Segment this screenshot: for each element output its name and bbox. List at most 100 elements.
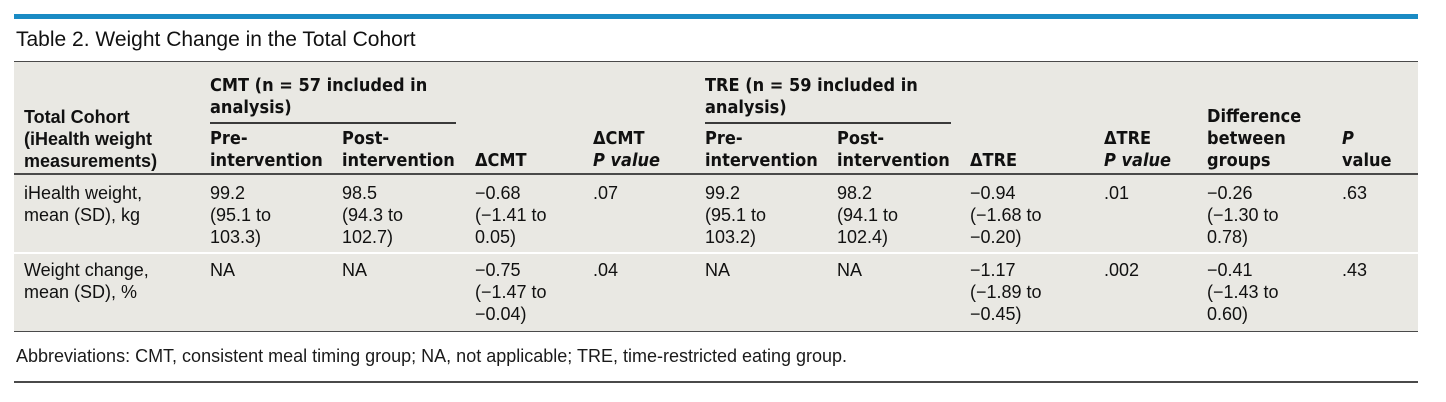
table-row-label: iHealth weight, mean (SD), kg [24,182,142,226]
cell-line: (94.3 to [342,205,404,225]
cell-line: (−1.41 to [475,205,547,225]
tre-pre-cell: 99.2 (95.1 to 103.2) [705,182,766,248]
cell-line: −0.94 [970,183,1016,203]
cell-line: NA [837,260,863,280]
header-line: P [1342,128,1354,149]
cell-line: NA [705,260,731,280]
cell-line: 103.3) [210,227,262,247]
p-value-cell: .43 [1342,260,1368,280]
delta-tre-p-header: ΔTRE P value [1104,128,1171,172]
header-line: value [1342,150,1392,171]
cell-line: 99.2 [210,183,246,203]
header-separator [14,173,1418,175]
cell-line: 98.5 [342,183,378,203]
cell-line: 98.2 [837,183,873,203]
tre-group-rule [705,122,951,124]
cell-line: (94.1 to [837,205,899,225]
tre-group-header-line: TRE (n = 59 included in [705,75,918,96]
tre-post-header: Post- intervention [837,128,950,172]
cell-line: mean (SD), kg [24,205,141,225]
cell-line: −0.26 [1207,183,1253,203]
header-line: groups [1207,150,1271,171]
cell-line: −0.41 [1207,260,1253,280]
row-header-line: Total Cohort [24,107,130,127]
delta-tre-cell: −1.17 (−1.89 to −0.45) [970,259,1042,325]
header-line: Post- [837,128,885,149]
cell-line: Weight change, [24,260,149,280]
cell-line: 102.4) [837,227,889,247]
cell-line: 0.60) [1207,304,1249,324]
cmt-group-rule [210,122,456,124]
delta-cmt-header: ΔCMT [475,150,527,171]
cell-line: 103.2) [705,227,757,247]
p-value-cell: .63 [1342,183,1368,203]
cell-line: NA [210,260,236,280]
row-header-column-header: Total Cohort (iHealth weight measurement… [24,106,157,172]
delta-tre-p-cell: .01 [1104,183,1130,203]
table-footnote: Abbreviations: CMT, consistent meal timi… [16,346,848,366]
header-line: Difference [1207,106,1302,127]
difference-cell: −0.26 (−1.30 to 0.78) [1207,182,1279,248]
difference-cell: −0.41 (−1.43 to 0.60) [1207,259,1279,325]
cell-line: −0.75 [475,260,521,280]
cell-line: (−1.68 to [970,205,1042,225]
row-header-line: (iHealth weight [24,129,153,149]
header-line: intervention [837,150,950,171]
delta-tre-cell: −0.94 (−1.68 to −0.20) [970,182,1042,248]
header-line: Post- [342,128,390,149]
tre-post-cell: NA [837,259,862,281]
tre-pre-cell: NA [705,259,730,281]
cell-line: 0.05) [475,227,517,247]
tre-post-cell: 98.2 (94.1 to 102.4) [837,182,898,248]
row-header-line: measurements) [24,151,158,171]
table-title: Table 2. Weight Change in the Total Coho… [16,28,416,51]
cmt-pre-header: Pre- intervention [210,128,323,172]
row-separator [14,252,1418,254]
cell-line: (95.1 to [210,205,272,225]
cell-line: iHealth weight, [24,183,143,203]
difference-header: Difference between groups [1207,106,1301,172]
header-line: Pre- [210,128,248,149]
cmt-group-header-line: CMT (n = 57 included in [210,75,428,96]
header-line: ΔTRE [1104,128,1152,149]
data-table: CMT (n = 57 included in analysis) TRE (n… [14,61,1418,332]
cell-line: −1.17 [970,260,1016,280]
header-line: intervention [342,150,455,171]
header-line: P value [1104,150,1172,171]
cell-line: 102.7) [342,227,394,247]
cmt-post-header: Post- intervention [342,128,455,172]
cell-line: −0.04) [475,304,527,324]
cell-line: (−1.30 to [1207,205,1279,225]
delta-cmt-p-cell: .04 [593,260,619,280]
p-value-header: P value [1342,128,1392,172]
header-line: intervention [705,150,818,171]
table-row-label: Weight change, mean (SD), % [24,259,149,303]
cell-line: −0.68 [475,183,521,203]
cell-line: mean (SD), % [24,282,138,302]
cell-line: −0.45) [970,304,1022,324]
cell-line: (−1.89 to [970,282,1042,302]
cell-line: (−1.43 to [1207,282,1279,302]
cell-line: (95.1 to [705,205,767,225]
header-line: ΔCMT [593,128,645,149]
tre-group-header-line: analysis) [705,97,787,118]
cell-line: NA [342,260,368,280]
delta-cmt-p-header: ΔCMT P value [593,128,660,172]
cell-line: 99.2 [705,183,741,203]
cmt-group-header: CMT (n = 57 included in analysis) [210,75,427,119]
tre-pre-header: Pre- intervention [705,128,818,172]
cmt-pre-cell: NA [210,259,235,281]
cmt-pre-cell: 99.2 (95.1 to 103.3) [210,182,271,248]
cell-line: −0.20) [970,227,1022,247]
header-line: Pre- [705,128,743,149]
bottom-rule [14,381,1418,383]
tre-group-header: TRE (n = 59 included in analysis) [705,75,918,119]
header-line: P value [593,150,661,171]
cell-line: (−1.47 to [475,282,547,302]
delta-cmt-p-cell: .07 [593,183,619,203]
cmt-post-cell: NA [342,259,367,281]
cell-line: 0.78) [1207,227,1249,247]
title-accent-rule [14,14,1418,19]
header-line: between [1207,128,1286,149]
cmt-group-header-line: analysis) [210,97,292,118]
